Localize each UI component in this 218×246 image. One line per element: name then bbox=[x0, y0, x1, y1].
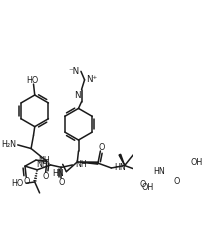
Polygon shape bbox=[119, 154, 125, 166]
Text: O: O bbox=[140, 180, 146, 189]
Text: O: O bbox=[23, 177, 29, 186]
Text: N: N bbox=[74, 91, 80, 100]
Text: ⁻N: ⁻N bbox=[68, 67, 79, 76]
Text: HN: HN bbox=[153, 167, 165, 176]
Text: O: O bbox=[58, 178, 65, 187]
Text: NH: NH bbox=[38, 155, 50, 165]
Text: NH: NH bbox=[75, 160, 87, 169]
Text: O: O bbox=[174, 177, 180, 186]
Text: HN: HN bbox=[52, 169, 64, 178]
Text: O: O bbox=[98, 143, 105, 152]
Text: O: O bbox=[43, 172, 49, 181]
Text: H₂N: H₂N bbox=[1, 140, 16, 149]
Text: N⁺: N⁺ bbox=[86, 75, 98, 84]
Text: HO: HO bbox=[12, 179, 24, 188]
Text: OH: OH bbox=[142, 183, 154, 192]
Text: NH: NH bbox=[36, 160, 48, 169]
Text: HO: HO bbox=[26, 76, 38, 85]
Polygon shape bbox=[77, 162, 98, 164]
Text: HN: HN bbox=[114, 164, 126, 172]
Polygon shape bbox=[159, 159, 165, 169]
Text: OH: OH bbox=[190, 158, 203, 167]
